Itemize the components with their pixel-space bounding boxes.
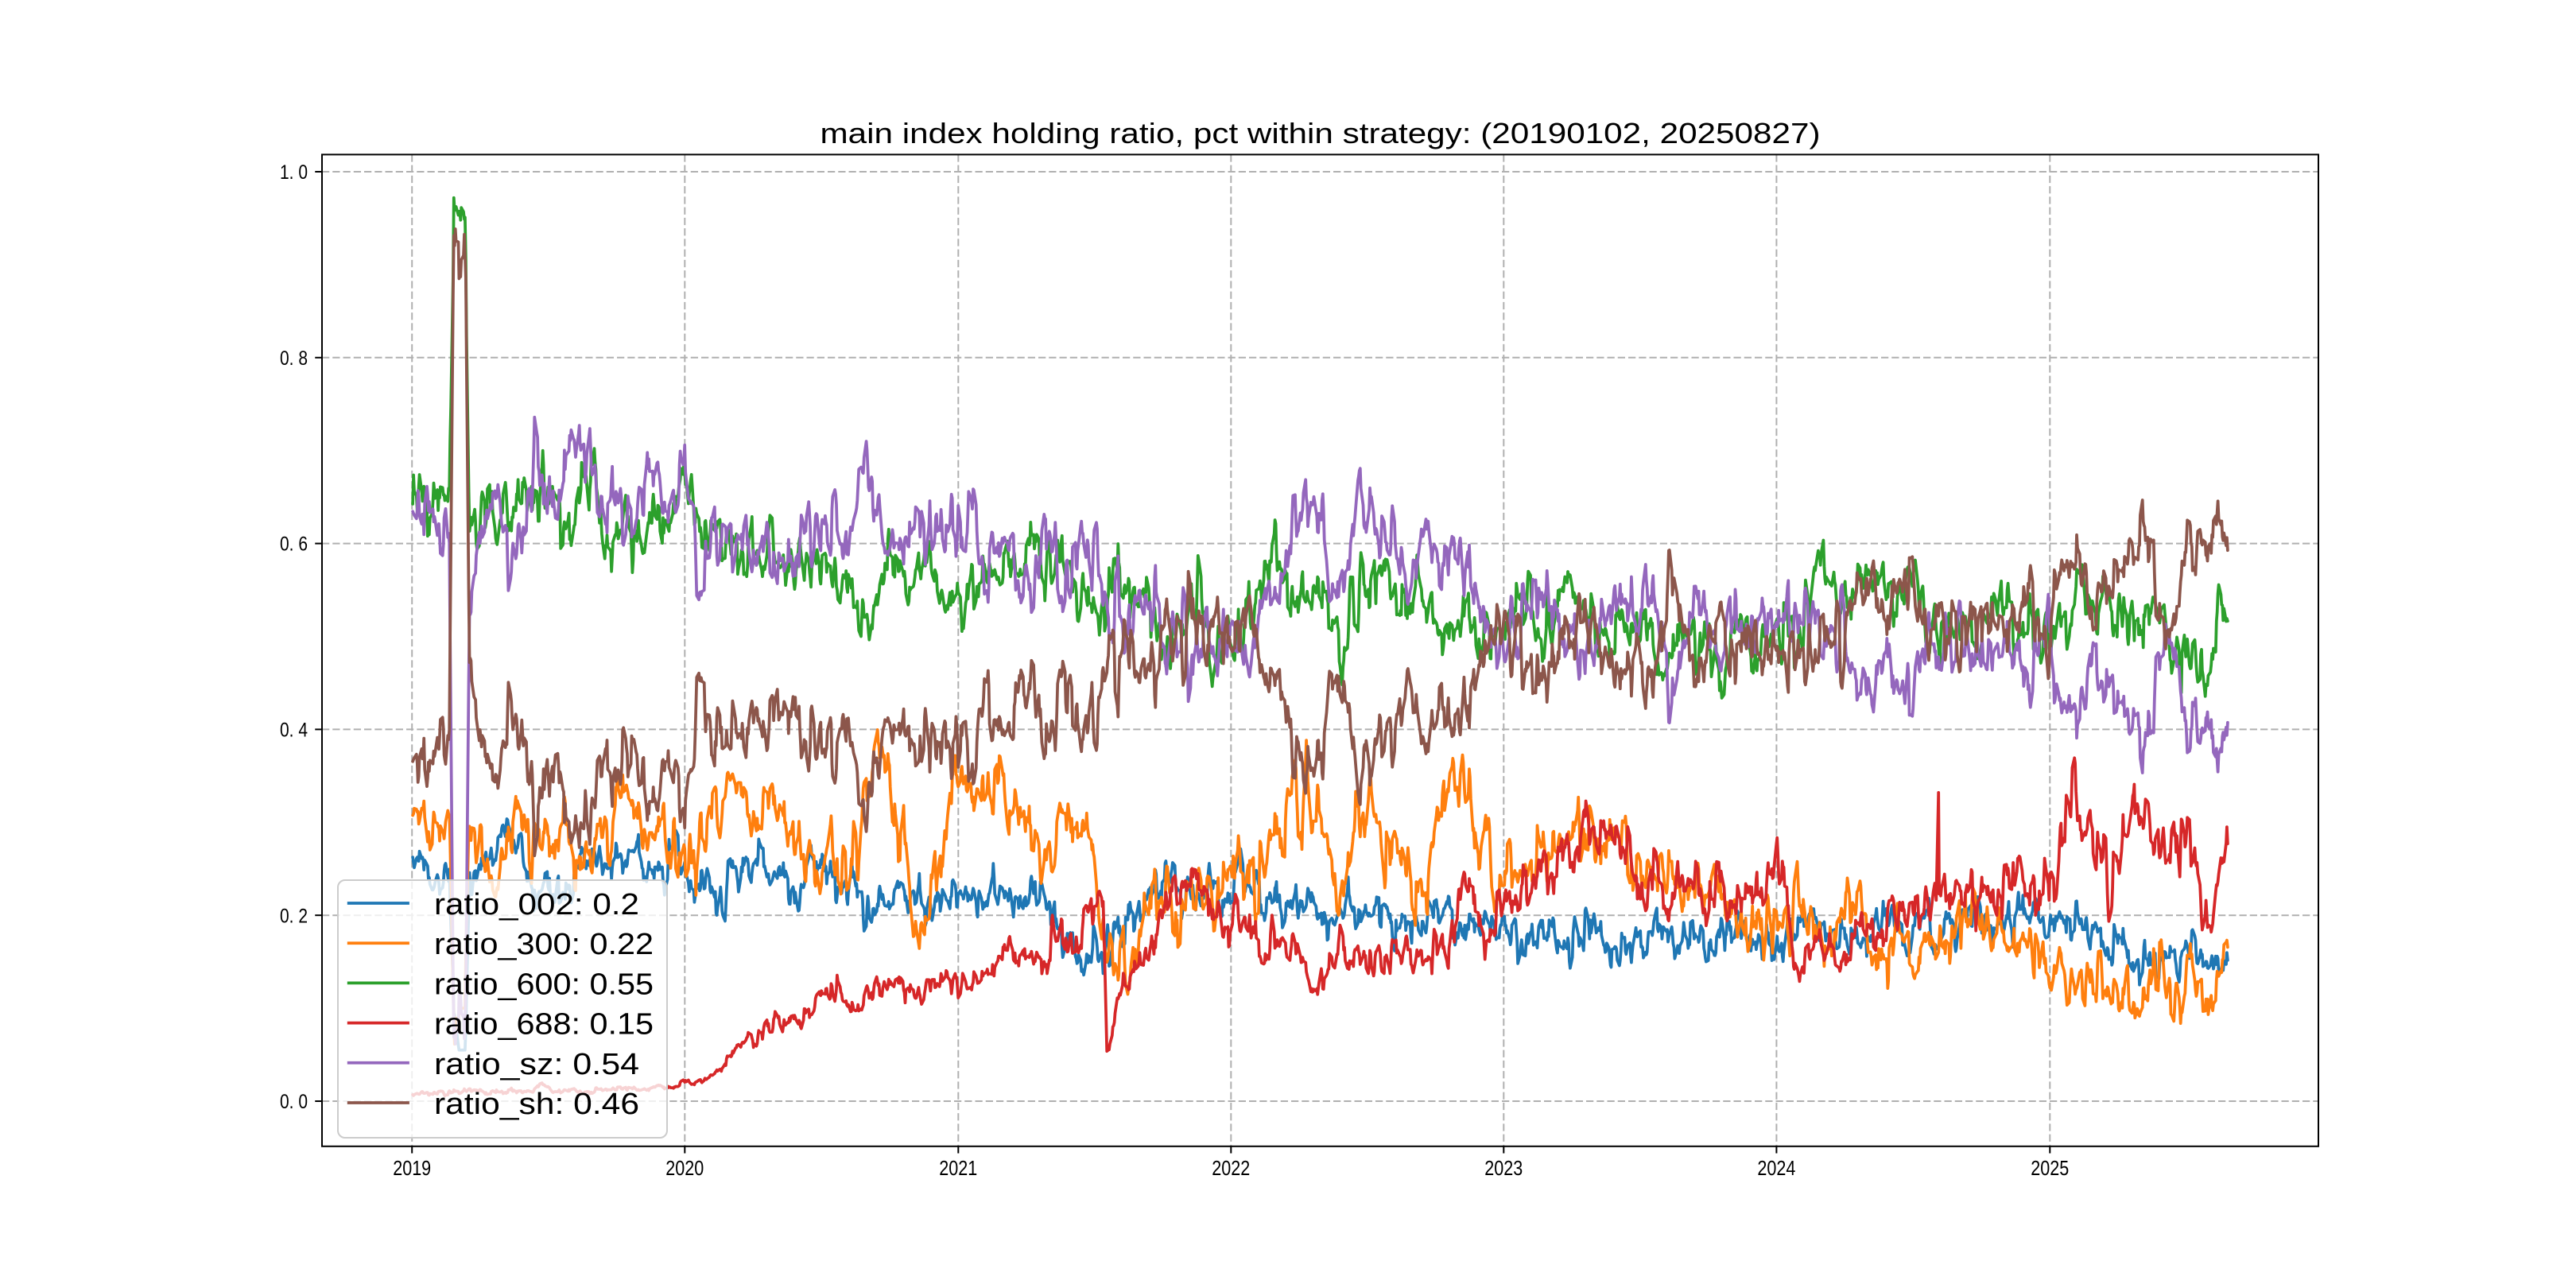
svg-text:0. 8: 0. 8	[280, 347, 308, 370]
svg-text:0. 2: 0. 2	[280, 905, 308, 927]
svg-text:2025: 2025	[2031, 1156, 2069, 1180]
svg-text:2020: 2020	[665, 1156, 704, 1180]
svg-text:main index holding ratio, pct: main index holding ratio, pct within str…	[821, 117, 1821, 149]
svg-text:ratio_600: 0.55: ratio_600: 0.55	[434, 968, 654, 1001]
svg-text:2024: 2024	[1757, 1156, 1795, 1180]
svg-text:2023: 2023	[1484, 1156, 1523, 1180]
svg-text:ratio_sz: 0.54: ratio_sz: 0.54	[434, 1048, 639, 1081]
svg-text:ratio_688: 0.15: ratio_688: 0.15	[434, 1008, 654, 1042]
svg-text:ratio_002: 0.2: ratio_002: 0.2	[434, 888, 639, 921]
svg-text:0. 4: 0. 4	[280, 720, 308, 742]
svg-text:2021: 2021	[939, 1156, 977, 1180]
svg-text:ratio_sh: 0.46: ratio_sh: 0.46	[434, 1088, 639, 1121]
svg-text:2019: 2019	[393, 1156, 431, 1180]
svg-text:2022: 2022	[1212, 1156, 1250, 1180]
svg-text:1. 0: 1. 0	[280, 161, 308, 184]
svg-text:0. 6: 0. 6	[280, 533, 308, 556]
svg-text:ratio_300: 0.22: ratio_300: 0.22	[434, 928, 654, 961]
svg-text:0. 0: 0. 0	[280, 1091, 308, 1113]
